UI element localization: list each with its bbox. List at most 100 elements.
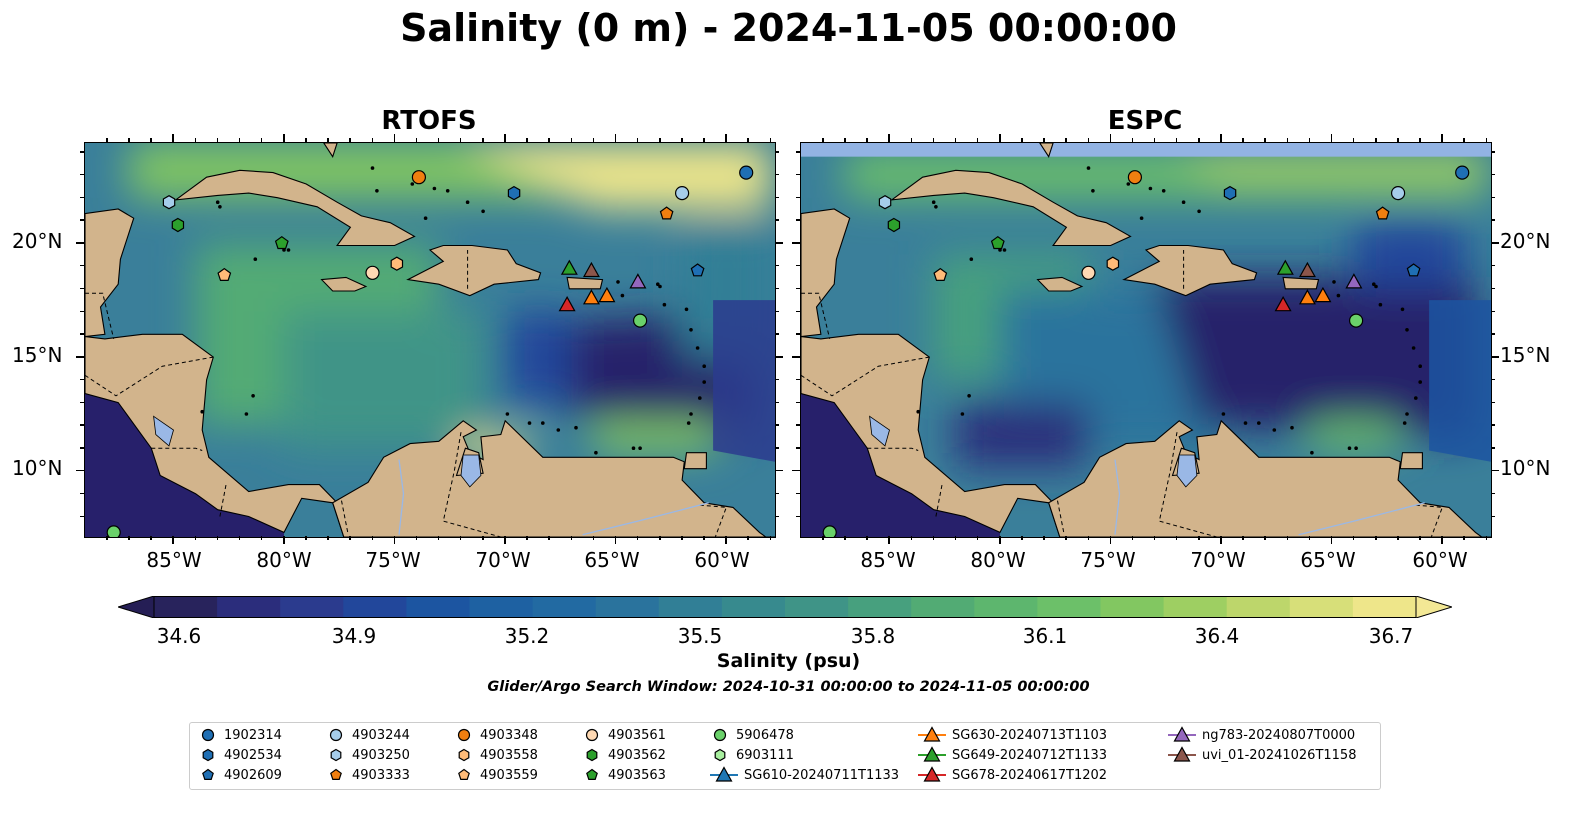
- island-dot: [286, 248, 291, 252]
- salinity-field: [845, 152, 1487, 467]
- island-dot: [594, 450, 598, 455]
- lat-tick-left: [796, 219, 800, 221]
- obs-marker-4902534: [507, 185, 521, 201]
- legend-label: 4902609: [224, 767, 282, 783]
- lon-tick-bottom: [437, 536, 440, 540]
- lon-tick-bottom: [1131, 536, 1134, 540]
- lat-tick-right: [1491, 424, 1495, 426]
- legend-label: 4903333: [352, 767, 410, 783]
- salinity-patch: [284, 311, 484, 449]
- rtofs-map-canvas: [85, 143, 775, 537]
- legend-entry: 4903244: [326, 726, 410, 744]
- obs-marker-ng783-20240807T0000: [1345, 273, 1363, 289]
- lon-tick-bottom: [1021, 536, 1023, 540]
- legend-entry: 4903558: [454, 746, 538, 764]
- colorbar-band: [1289, 596, 1354, 618]
- lat-tick-left: [80, 515, 84, 517]
- legend-entry: 4903559: [454, 766, 538, 784]
- lon-tick-top: [570, 138, 573, 142]
- legend-label: 4903348: [480, 727, 538, 743]
- lon-tick-top: [172, 134, 174, 142]
- island-dot: [215, 200, 220, 204]
- lat-tick-right: [1491, 310, 1495, 313]
- island-dot: [1139, 216, 1144, 220]
- island-dot: [1181, 200, 1186, 204]
- land-central-america: [85, 333, 345, 537]
- river: [1114, 459, 1121, 535]
- legend-marker-hexagon-icon: [586, 748, 598, 762]
- lon-tick-top: [415, 138, 418, 142]
- obs-marker-4903562: [171, 217, 185, 233]
- lat-tick-right: [775, 356, 783, 358]
- land-jamaica: [1036, 276, 1084, 292]
- colorbar-band: [785, 596, 849, 618]
- lon-tick-bottom: [1397, 536, 1399, 540]
- country-border: [1057, 500, 1065, 535]
- legend-marker-triangle-icon: [1168, 746, 1196, 762]
- legend-marker: [458, 748, 470, 762]
- island-dot: [638, 446, 642, 451]
- legend-marker-pentagon-icon: [586, 768, 598, 780]
- lon-tick-bottom: [1065, 536, 1067, 540]
- country-border: [219, 482, 227, 517]
- lake-maracaibo: [1176, 454, 1198, 488]
- colorbar-bands: [118, 596, 1452, 618]
- legend-marker: [1173, 746, 1191, 762]
- lon-tick-bottom: [128, 536, 130, 540]
- lon-label-75w-right: 75°W: [1080, 548, 1136, 572]
- island-dot: [931, 200, 936, 204]
- lon-tick-bottom: [769, 536, 772, 540]
- lat-tick-right: [775, 173, 779, 176]
- lon-tick-bottom: [504, 536, 506, 544]
- lon-tick-top: [1352, 138, 1355, 142]
- lat-tick-right: [775, 151, 779, 153]
- lat-tick-right: [775, 515, 779, 517]
- colorbar-outline: [153, 596, 1417, 618]
- lat-tick-left: [796, 173, 800, 176]
- country-border: [442, 432, 501, 537]
- legend-label: SG678-20240617T1202: [952, 767, 1108, 783]
- lon-tick-top: [976, 138, 979, 142]
- river: [1298, 502, 1425, 536]
- island-dot: [960, 412, 965, 416]
- lon-tick-top: [1109, 134, 1112, 142]
- lon-label-65w-left: 65°W: [584, 548, 640, 572]
- legend-marker: [586, 768, 598, 780]
- legend-marker-circle-icon: [585, 728, 599, 742]
- colorbar-tick-8: 36.7: [1368, 624, 1414, 648]
- land-puerto-rico: [566, 276, 604, 290]
- island-dot: [445, 189, 450, 193]
- island-dot: [620, 293, 625, 298]
- country-border: [341, 500, 349, 535]
- legend-marker: [458, 768, 470, 780]
- colorbar-band: [911, 596, 975, 618]
- obs-marker-SG678-20240617T1202: [558, 295, 576, 312]
- main-title: Salinity (0 m) - 2024-11-05 00:00:00: [400, 6, 1177, 50]
- obs-marker-1902314: [739, 165, 754, 180]
- obs-marker-4903563: [990, 235, 1005, 250]
- legend-entry: 1902314: [198, 726, 282, 744]
- island-dot: [631, 446, 636, 451]
- lat-tick-right: [1491, 447, 1495, 449]
- island-dot: [465, 200, 470, 204]
- lon-tick-bottom: [1043, 536, 1045, 540]
- colorbar-band: [1226, 596, 1291, 618]
- island-dot: [1161, 189, 1166, 193]
- legend-entry: 4903561: [582, 726, 666, 744]
- lat-tick-left: [796, 424, 800, 426]
- lat-tick-right: [775, 242, 783, 244]
- obs-marker-uvi_01-20241026T1158: [1298, 261, 1316, 278]
- lat-tick-left: [796, 447, 800, 449]
- lon-tick-top: [459, 138, 462, 142]
- lon-tick-bottom: [1419, 536, 1421, 540]
- lon-tick-bottom: [349, 536, 351, 540]
- lat-tick-right: [1491, 151, 1495, 153]
- lat-label-10n-right: 10°N: [1500, 456, 1551, 480]
- lon-tick-top: [526, 138, 528, 142]
- lat-tick-left: [80, 401, 84, 404]
- lat-tick-left: [796, 378, 800, 381]
- colorbar-band: [343, 596, 407, 618]
- island-dot: [702, 380, 706, 384]
- island-dot: [684, 307, 689, 312]
- legend-marker: [923, 766, 941, 782]
